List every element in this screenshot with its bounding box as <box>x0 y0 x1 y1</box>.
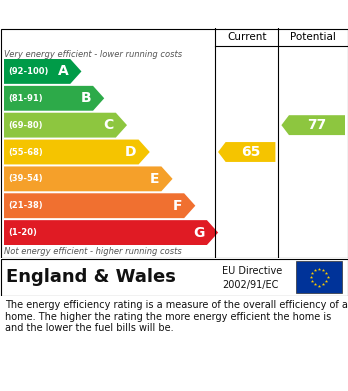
Text: 2002/91/EC: 2002/91/EC <box>222 280 278 290</box>
Text: D: D <box>125 145 137 159</box>
Text: A: A <box>57 65 68 79</box>
Text: (21-38): (21-38) <box>8 201 42 210</box>
Polygon shape <box>218 142 275 162</box>
Polygon shape <box>4 59 81 84</box>
Text: (1-20): (1-20) <box>8 228 37 237</box>
Text: E: E <box>150 172 159 186</box>
Text: (69-80): (69-80) <box>8 121 42 130</box>
Text: Potential: Potential <box>290 32 336 42</box>
Text: Energy Efficiency Rating: Energy Efficiency Rating <box>10 7 232 22</box>
Text: (92-100): (92-100) <box>8 67 48 76</box>
Polygon shape <box>4 86 104 111</box>
Text: Very energy efficient - lower running costs: Very energy efficient - lower running co… <box>4 50 182 59</box>
Text: 65: 65 <box>241 145 260 159</box>
Text: Not energy efficient - higher running costs: Not energy efficient - higher running co… <box>4 247 182 256</box>
Text: Current: Current <box>227 32 267 42</box>
Text: England & Wales: England & Wales <box>6 268 176 286</box>
Text: F: F <box>173 199 182 213</box>
Text: EU Directive: EU Directive <box>222 266 282 276</box>
Polygon shape <box>4 140 150 165</box>
Text: 77: 77 <box>307 118 327 132</box>
Text: (55-68): (55-68) <box>8 147 43 156</box>
Polygon shape <box>282 115 345 135</box>
Polygon shape <box>4 167 173 191</box>
Polygon shape <box>4 193 195 218</box>
Text: (39-54): (39-54) <box>8 174 42 183</box>
Text: C: C <box>104 118 114 132</box>
Text: B: B <box>80 91 91 105</box>
Text: The energy efficiency rating is a measure of the overall efficiency of a home. T: The energy efficiency rating is a measur… <box>5 300 348 333</box>
Text: G: G <box>193 226 205 240</box>
Text: (81-91): (81-91) <box>8 94 42 103</box>
Bar <box>296 261 342 293</box>
Polygon shape <box>4 113 127 138</box>
Polygon shape <box>4 220 218 245</box>
